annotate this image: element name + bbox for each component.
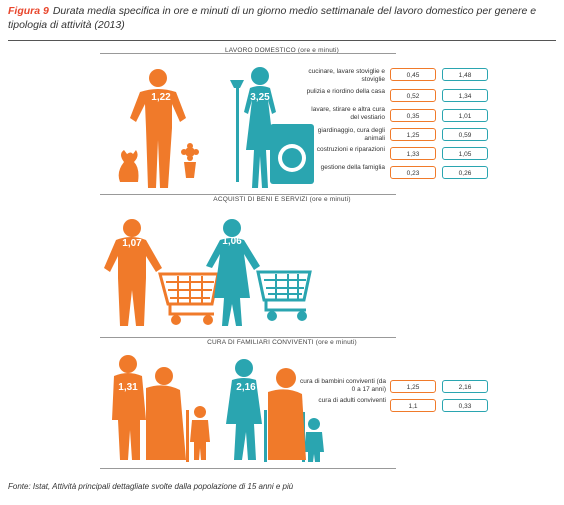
elderly-figure-care: [268, 368, 306, 460]
section-separator: [100, 468, 396, 469]
female-value: 0,26: [442, 166, 488, 179]
figure-caption: Figura 9 Durata media specifica in ore e …: [8, 4, 556, 32]
man-figure-domestic: [118, 69, 199, 188]
figure-title: Durata media specifica in ore e minuti d…: [8, 5, 537, 31]
row-label: cura di bambini conviventi (da 0 a 17 an…: [300, 378, 386, 393]
total-female-shopping: 1,06: [222, 236, 242, 247]
male-value: 0,35: [390, 109, 436, 122]
female-value: 0,59: [442, 128, 488, 141]
female-value: 1,05: [442, 147, 488, 160]
section-title-shopping: ACQUISTI DI BENI E SERVIZI (ore e minuti…: [213, 196, 351, 203]
row-label: costruzioni e riparazioni: [316, 146, 385, 153]
woman-figure-shopping: [206, 219, 312, 326]
male-value: 1,25: [390, 128, 436, 141]
row-label: cucinare, lavare stoviglie e stoviglie: [308, 68, 385, 83]
row-label: pulizia e riordino della casa: [306, 88, 385, 95]
total-female-domestic: 3,25: [250, 92, 270, 103]
row-label: lavare, stirare e altra cura del vestiar…: [311, 106, 385, 121]
female-value: 1,01: [442, 109, 488, 122]
figure-label: Figura 9: [8, 5, 49, 17]
male-value: 0,52: [390, 89, 436, 102]
female-value: 1,48: [442, 68, 488, 81]
female-value: 1,34: [442, 89, 488, 102]
male-value: 0,45: [390, 68, 436, 81]
male-value: 1,1: [390, 399, 436, 412]
row-label: cura di adulti conviventi: [318, 397, 386, 404]
source-note: Fonte: Istat, Attività principali dettag…: [8, 482, 294, 491]
caption-rule: [8, 40, 556, 41]
row-label: gestione della famiglia: [320, 164, 385, 171]
man-figure-shopping: [104, 219, 220, 326]
total-male-domestic: 1,22: [151, 92, 171, 103]
male-value: 1,25: [390, 380, 436, 393]
section-title-domestic: LAVORO DOMESTICO (ore e minuti): [224, 47, 340, 54]
female-value: 0,33: [442, 399, 488, 412]
female-value: 2,16: [442, 380, 488, 393]
section-separator: [100, 337, 396, 338]
male-value: 1,33: [390, 147, 436, 160]
male-value: 0,23: [390, 166, 436, 179]
section-separator: [100, 53, 396, 54]
section-separator: [100, 194, 396, 195]
total-male-care: 1,31: [118, 382, 138, 393]
section-title-care: CURA DI FAMILIARI CONVIVENTI (ore e minu…: [207, 339, 357, 346]
row-label: giardinaggio, cura degli animali: [317, 127, 385, 142]
total-male-shopping: 1,07: [122, 238, 142, 249]
woman-figure-domestic: [230, 67, 314, 188]
total-female-care: 2,16: [236, 382, 256, 393]
man-figure-care: [112, 355, 210, 462]
